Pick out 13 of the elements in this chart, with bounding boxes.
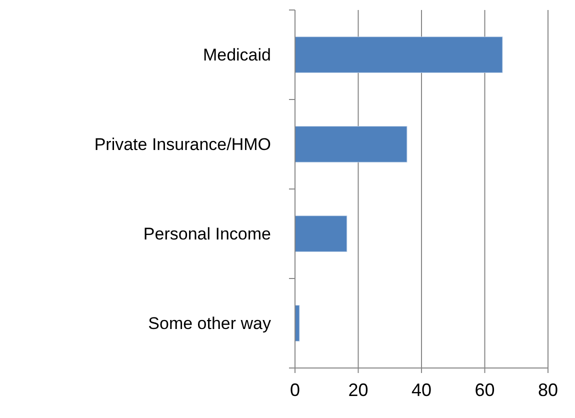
x-tick-label: 60 — [474, 380, 495, 400]
y-tick-label: Medicaid — [202, 46, 271, 65]
y-tick-label: Some other way — [148, 314, 272, 334]
x-tick-label: 80 — [538, 380, 558, 400]
bar — [294, 36, 503, 73]
x-tick-label: 40 — [411, 380, 432, 400]
x-tick-label: 0 — [290, 380, 300, 400]
bar — [294, 216, 348, 252]
x-tick-label: 20 — [348, 380, 368, 400]
bar — [294, 126, 408, 162]
y-tick-label: Private Insurance/HMO — [94, 135, 271, 154]
y-tick-label: Personal Income — [143, 224, 271, 244]
bar — [294, 305, 300, 342]
